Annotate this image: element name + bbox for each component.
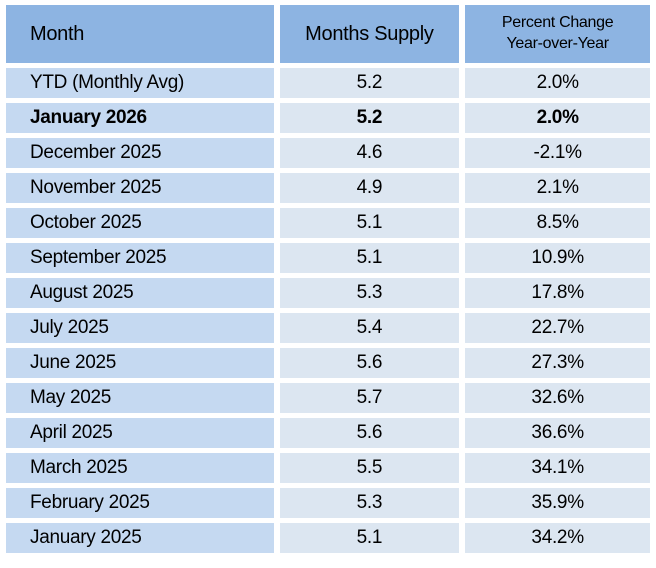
month-cell: June 2025 [6,348,274,378]
supply-cell: 5.2 [279,68,460,98]
change-cell: 32.6% [465,383,650,413]
month-cell: November 2025 [6,173,274,203]
change-cell: 8.5% [465,208,650,238]
table-header: Month Months Supply Percent Change Year-… [6,5,650,63]
supply-cell: 5.2 [279,103,460,133]
change-cell: 34.2% [465,523,650,553]
table-row: November 2025 4.9 2.1% [6,173,650,203]
month-cell: April 2025 [6,418,274,448]
supply-cell: 5.1 [279,523,460,553]
month-cell: January 2025 [6,523,274,553]
change-cell: 35.9% [465,488,650,518]
column-header-percent-change: Percent Change Year-over-Year [465,5,650,63]
month-cell: October 2025 [6,208,274,238]
change-cell: 27.3% [465,348,650,378]
change-cell: 36.6% [465,418,650,448]
supply-cell: 5.4 [279,313,460,343]
percent-change-header-line1: Percent Change [501,14,614,32]
column-header-months-supply: Months Supply [279,5,460,63]
supply-cell: 5.3 [279,278,460,308]
change-cell: 22.7% [465,313,650,343]
month-cell: December 2025 [6,138,274,168]
table-row: June 2025 5.6 27.3% [6,348,650,378]
table-row: October 2025 5.1 8.5% [6,208,650,238]
month-cell: February 2025 [6,488,274,518]
month-cell: August 2025 [6,278,274,308]
change-cell: 17.8% [465,278,650,308]
table-row: December 2025 4.6 -2.1% [6,138,650,168]
month-cell: YTD (Monthly Avg) [6,68,274,98]
supply-cell: 5.7 [279,383,460,413]
table-row: September 2025 5.1 10.9% [6,243,650,273]
change-cell: 2.0% [465,103,650,133]
month-cell: July 2025 [6,313,274,343]
table-row: YTD (Monthly Avg) 5.2 2.0% [6,68,650,98]
supply-cell: 5.6 [279,348,460,378]
table-row: January 2026 5.2 2.0% [6,103,650,133]
month-cell: September 2025 [6,243,274,273]
supply-cell: 5.1 [279,208,460,238]
header-row: Month Months Supply Percent Change Year-… [6,5,650,63]
table-row: February 2025 5.3 35.9% [6,488,650,518]
column-header-month: Month [6,5,274,63]
change-cell: -2.1% [465,138,650,168]
change-cell: 34.1% [465,453,650,483]
supply-cell: 4.9 [279,173,460,203]
supply-cell: 5.1 [279,243,460,273]
table-row: August 2025 5.3 17.8% [6,278,650,308]
supply-cell: 5.6 [279,418,460,448]
month-cell: March 2025 [6,453,274,483]
month-cell: May 2025 [6,383,274,413]
change-cell: 2.0% [465,68,650,98]
change-cell: 10.9% [465,243,650,273]
supply-cell: 5.3 [279,488,460,518]
table-row: April 2025 5.6 36.6% [6,418,650,448]
supply-cell: 4.6 [279,138,460,168]
table-body: YTD (Monthly Avg) 5.2 2.0% January 2026 5.2 2… [6,68,650,553]
table-row: July 2025 5.4 22.7% [6,313,650,343]
month-cell: January 2026 [6,103,274,133]
table-row: January 2025 5.1 34.2% [6,523,650,553]
table-row: May 2025 5.7 32.6% [6,383,650,413]
supply-cell: 5.5 [279,453,460,483]
percent-change-header-line2: Year-over-Year [506,35,609,52]
table-row: March 2025 5.5 34.1% [6,453,650,483]
change-cell: 2.1% [465,173,650,203]
